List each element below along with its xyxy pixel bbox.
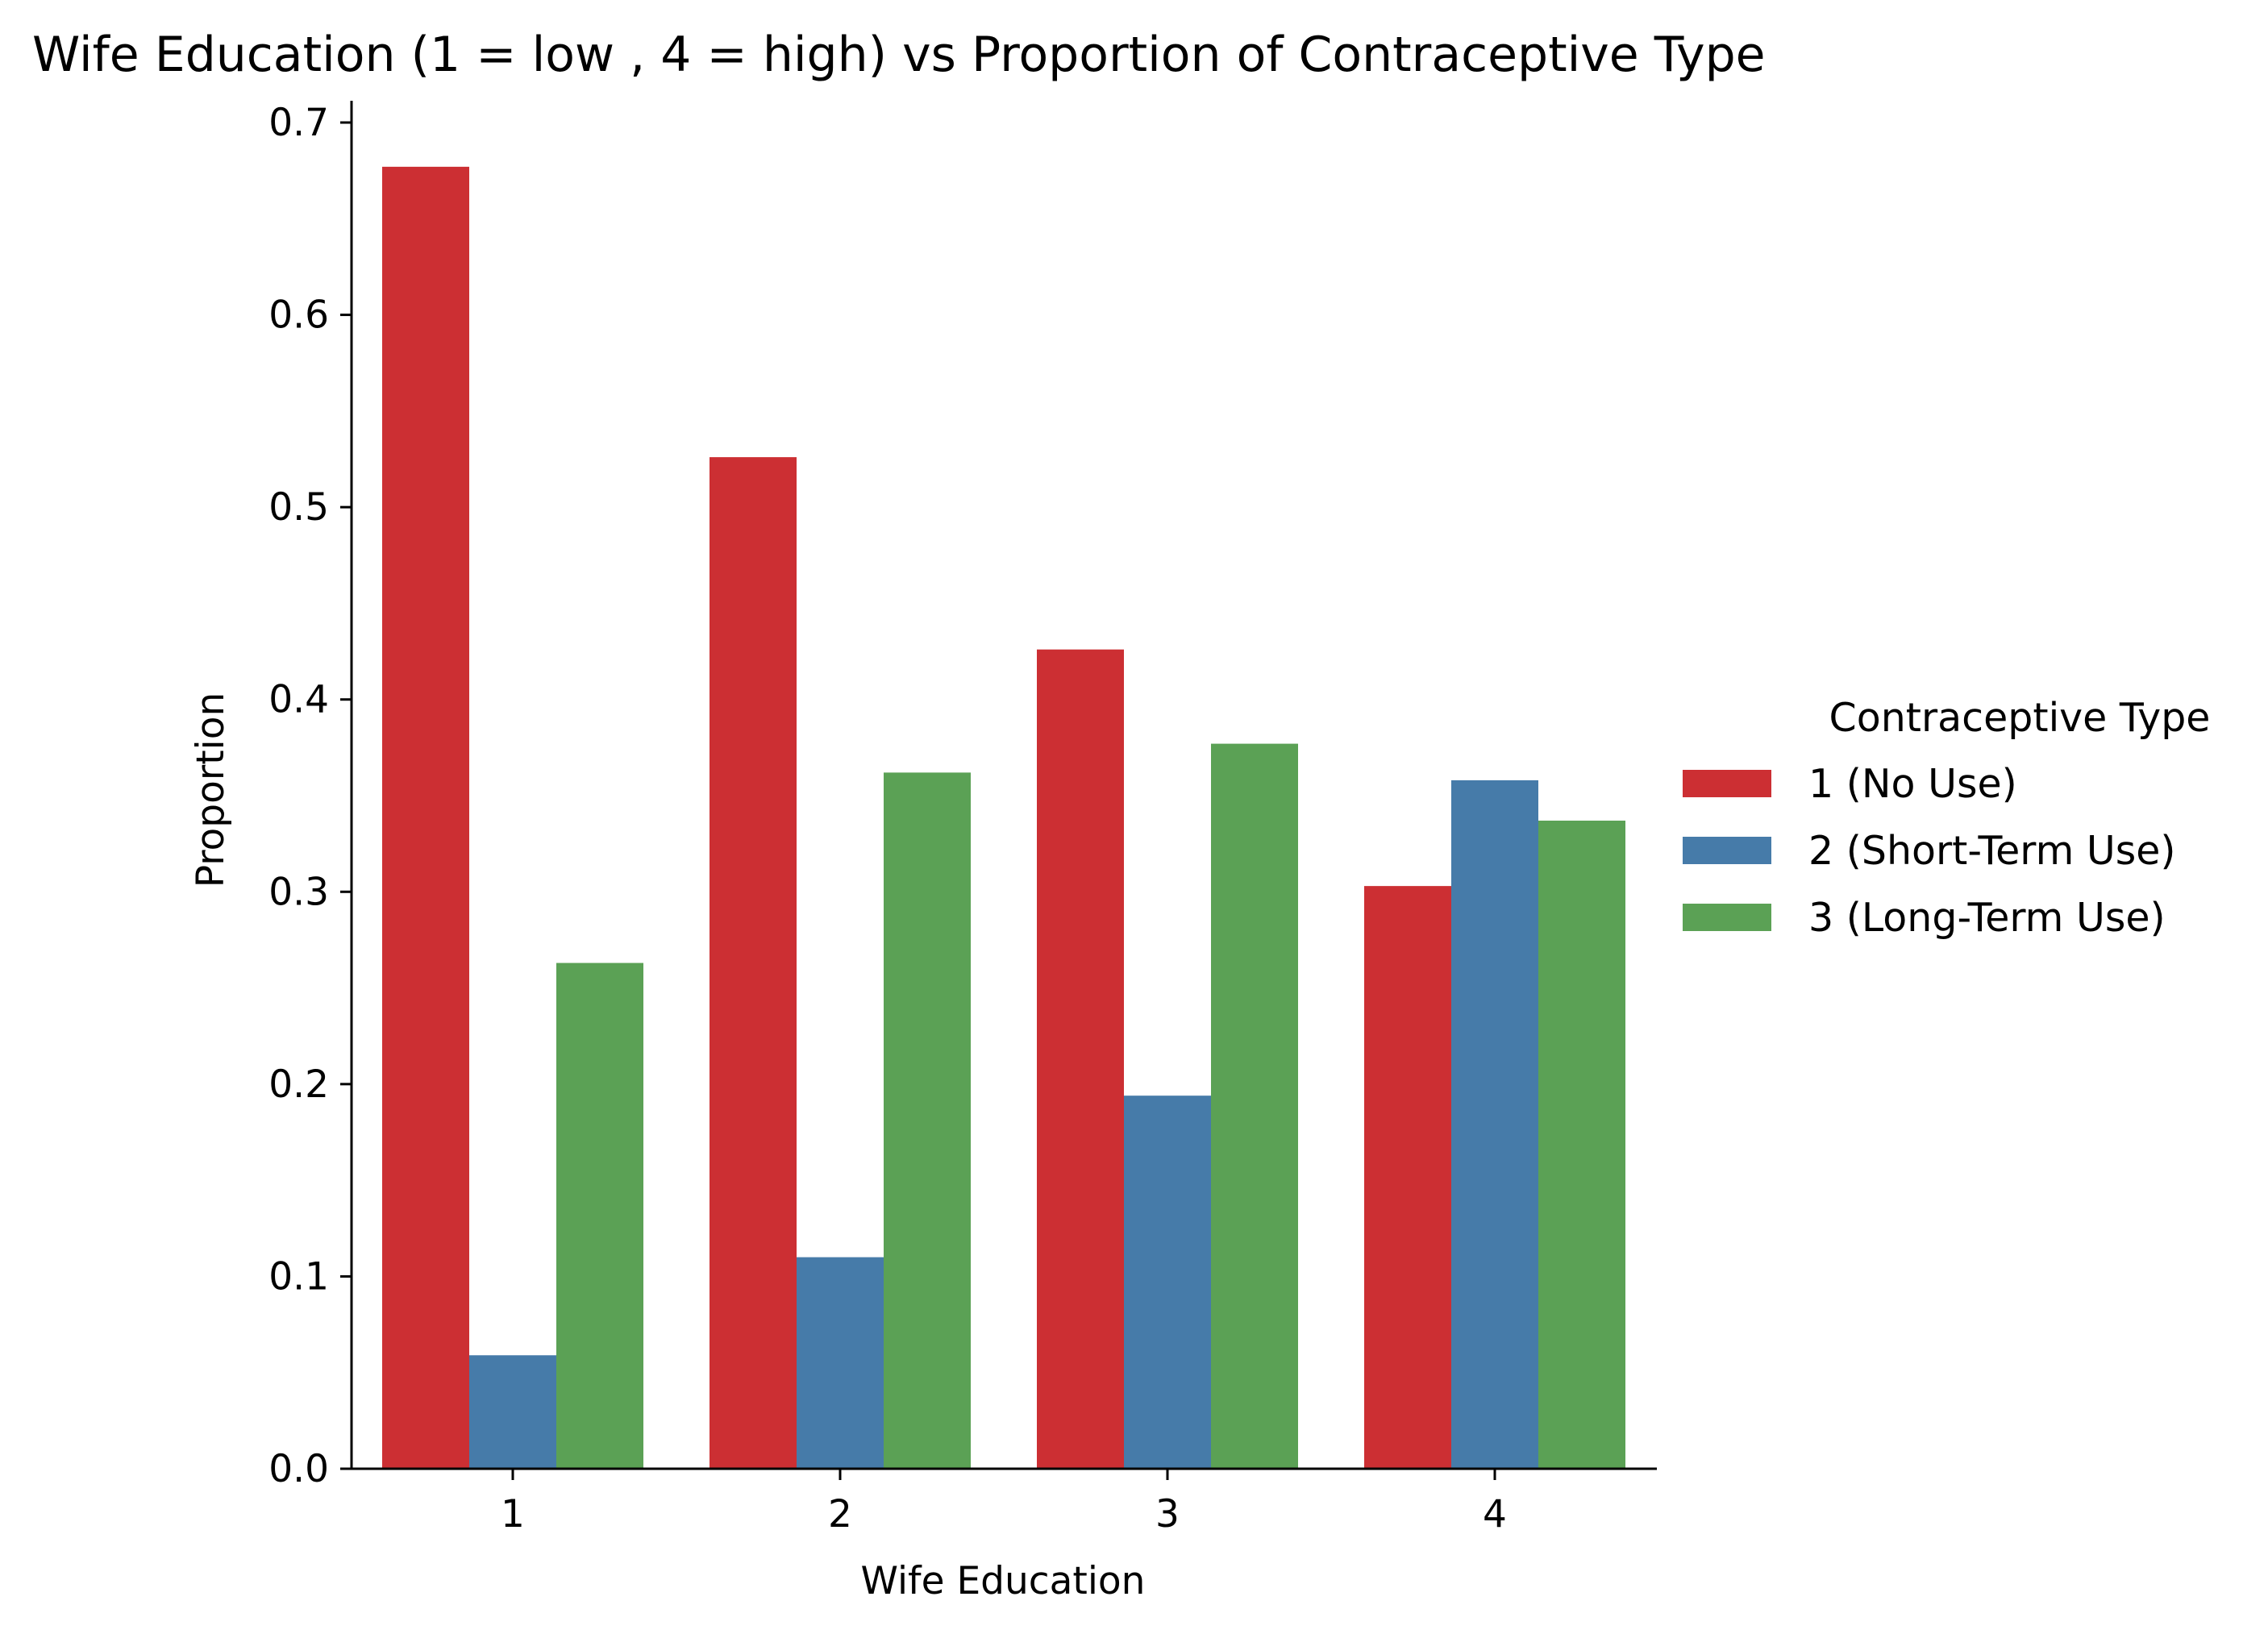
x-tick-label: 1 bbox=[501, 1492, 525, 1536]
bar-2-series-3 bbox=[884, 772, 971, 1469]
y-tick-label: 0.0 bbox=[268, 1447, 329, 1491]
y-ticks: 0.0 0.1 0.2 0.3 0.4 0.5 0.6 0.7 bbox=[268, 101, 352, 1491]
x-ticks: 1 2 3 4 bbox=[501, 1469, 1507, 1536]
axes bbox=[350, 101, 1657, 1470]
legend-swatch-2 bbox=[1683, 837, 1771, 864]
bar-1-series-2 bbox=[469, 1355, 556, 1469]
legend-title: Contraceptive Type bbox=[1829, 695, 2211, 741]
bar-2-series-2 bbox=[797, 1257, 884, 1469]
y-tick-label: 0.2 bbox=[268, 1062, 329, 1107]
y-tick-label: 0.6 bbox=[268, 293, 329, 338]
x-axis-label: Wife Education bbox=[861, 1559, 1146, 1603]
y-tick-label: 0.3 bbox=[268, 870, 329, 914]
legend-swatch-3 bbox=[1683, 904, 1771, 931]
legend-label-2: 2 (Short-Term Use) bbox=[1808, 828, 2176, 874]
bar-2-series-1 bbox=[710, 457, 797, 1469]
bar-3-series-1 bbox=[1037, 649, 1124, 1469]
bar-3-series-3 bbox=[1211, 743, 1298, 1469]
bar-1-series-3 bbox=[556, 963, 643, 1469]
y-tick-label: 0.4 bbox=[268, 678, 329, 722]
x-tick-label: 3 bbox=[1155, 1492, 1180, 1536]
legend-label-3: 3 (Long-Term Use) bbox=[1808, 895, 2166, 941]
x-tick-label: 4 bbox=[1483, 1492, 1507, 1536]
y-axis-label: Proportion bbox=[189, 692, 233, 888]
y-tick-label: 0.5 bbox=[268, 485, 329, 530]
bar-3-series-2 bbox=[1124, 1096, 1211, 1469]
bar-4-series-1 bbox=[1364, 886, 1451, 1469]
bar-4-series-3 bbox=[1538, 821, 1625, 1469]
y-tick-label: 0.1 bbox=[268, 1254, 329, 1299]
bar-1-series-1 bbox=[382, 166, 469, 1469]
bars bbox=[382, 166, 1625, 1469]
legend: Contraceptive Type 1 (No Use) 2 (Short-Te… bbox=[1683, 695, 2210, 941]
legend-label-1: 1 (No Use) bbox=[1808, 761, 2017, 807]
bar-4-series-2 bbox=[1451, 780, 1538, 1469]
chart-title: Wife Education (1 = low , 4 = high) vs P… bbox=[32, 27, 1766, 83]
legend-swatch-1 bbox=[1683, 770, 1771, 797]
y-tick-label: 0.7 bbox=[268, 101, 329, 145]
x-tick-label: 2 bbox=[828, 1492, 852, 1536]
